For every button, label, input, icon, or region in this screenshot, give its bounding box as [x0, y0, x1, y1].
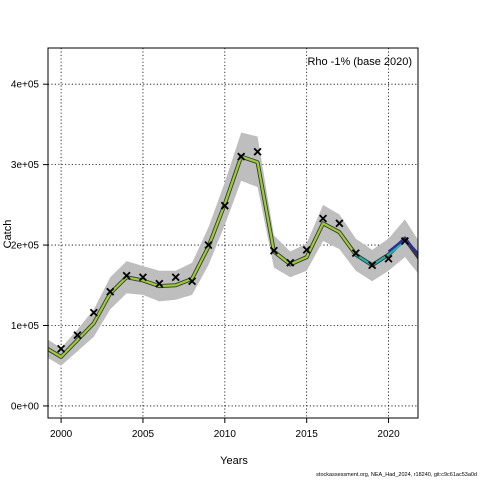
observed-point [122, 271, 131, 280]
y-tick-label: 4e+05 [11, 80, 40, 91]
estimate-line-2 [48, 155, 357, 358]
x-tick-label: 2010 [214, 429, 237, 440]
observed-point [286, 258, 295, 267]
observed-point [384, 254, 393, 263]
y-tick-label: 3e+05 [11, 160, 40, 171]
grid-lines [48, 48, 418, 418]
observed-point [220, 201, 229, 210]
observed-point [204, 241, 213, 250]
observed-point [269, 246, 278, 255]
observed-point [237, 152, 246, 161]
y-tick-label: 1e+05 [11, 321, 40, 332]
estimate-line-4 [387, 237, 418, 256]
observed-point [73, 331, 82, 340]
observed-point [253, 147, 262, 156]
y-tick-label: 2e+05 [11, 241, 40, 252]
legend-label: Rho -1% (base 2020) [307, 56, 412, 68]
observed-point [368, 261, 377, 270]
observed-point [106, 287, 115, 296]
observed-point [335, 219, 344, 228]
observed-point [319, 214, 328, 223]
y-axis-title: Catch [2, 220, 14, 249]
estimate-line-3 [355, 240, 406, 267]
y-tick-label: 0e+00 [11, 401, 40, 412]
observed-point [57, 344, 66, 353]
x-tick-label: 2005 [132, 429, 155, 440]
x-axis-title: Years [220, 455, 248, 467]
x-tick-label: 2000 [50, 429, 73, 440]
plot-area [48, 132, 418, 366]
x-tick-label: 2015 [296, 429, 319, 440]
observed-point [171, 273, 180, 282]
observed-point [351, 249, 360, 258]
x-tick-label: 2020 [377, 429, 400, 440]
observed-point [400, 237, 409, 246]
observed-point [89, 308, 98, 317]
footer-caption: stockassessment.org, NEA_Had_2024, r1824… [316, 472, 477, 478]
observed-point [155, 279, 164, 288]
observed-point [302, 245, 311, 254]
observed-point [138, 273, 147, 282]
plot-frame [47, 47, 419, 419]
axis-ticks: 2000 2005 2010 2015 2020 0e+00 1e+05 2e+05 3e+05… [11, 80, 400, 440]
observed-point [188, 277, 197, 286]
confidence-band [48, 132, 418, 366]
